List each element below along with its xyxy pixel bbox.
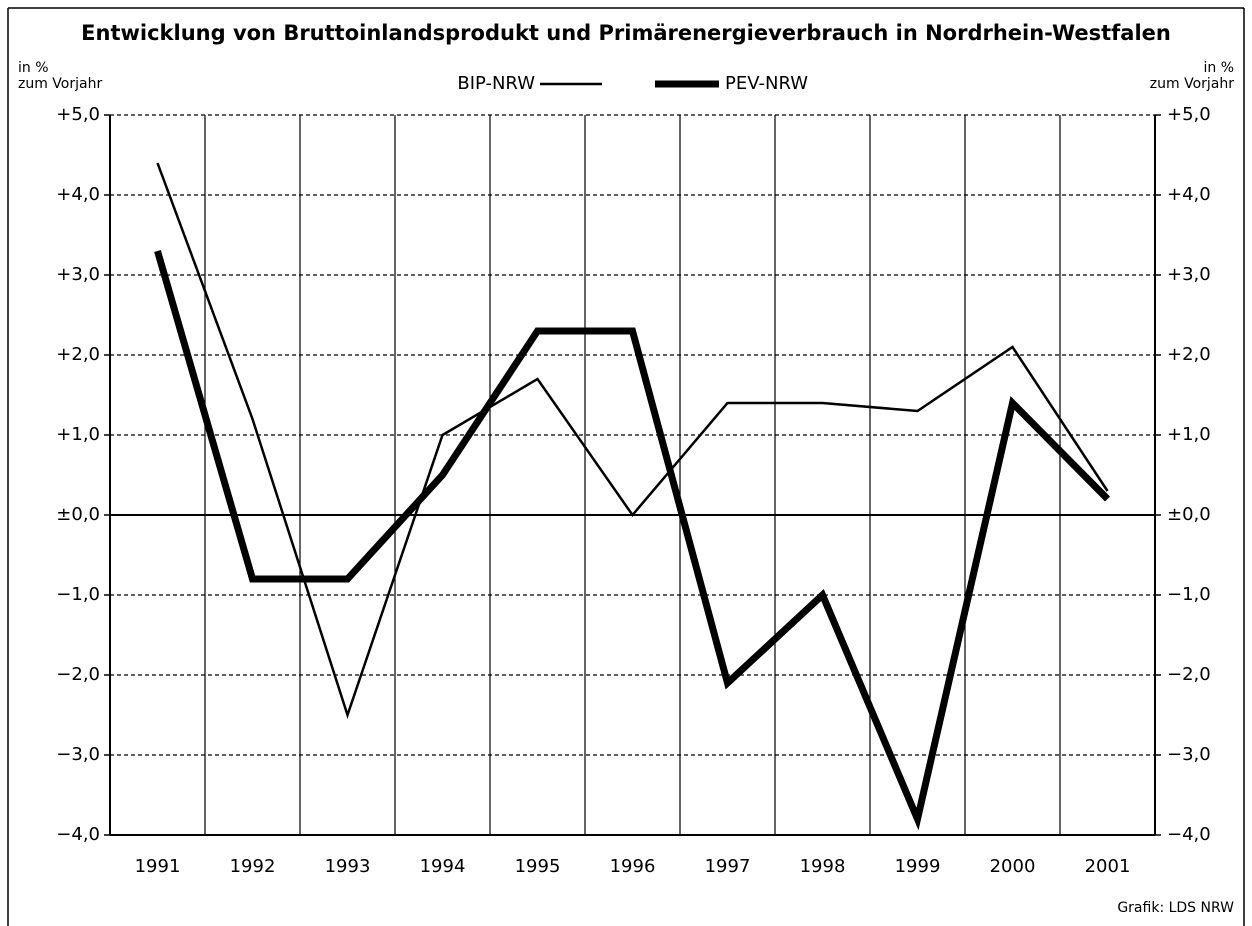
- x-tick-label: 2000: [990, 856, 1036, 877]
- y2-axis-label: in %: [1203, 60, 1234, 76]
- y2-tick-label: +3,0: [1167, 264, 1211, 285]
- y-tick-label: +2,0: [56, 344, 100, 365]
- y2-tick-label: −3,0: [1167, 744, 1211, 765]
- y2-tick-label: −2,0: [1167, 664, 1211, 685]
- x-tick-label: 1997: [705, 856, 751, 877]
- x-tick-label: 1991: [135, 856, 181, 877]
- x-tick-label: 1993: [325, 856, 371, 877]
- y-tick-label: +1,0: [56, 424, 100, 445]
- y2-tick-label: +1,0: [1167, 424, 1211, 445]
- series-line: [156, 162, 1109, 719]
- y2-tick-label: +2,0: [1167, 344, 1211, 365]
- y-tick-label: −1,0: [56, 584, 100, 605]
- x-tick-label: 2001: [1085, 856, 1131, 877]
- y2-tick-label: ±0,0: [1167, 504, 1211, 525]
- chart-title: Entwicklung von Bruttoinlandsprodukt und…: [81, 21, 1171, 45]
- y2-tick-label: +5,0: [1167, 104, 1211, 125]
- y-tick-label: −4,0: [56, 824, 100, 845]
- y-tick-label: −2,0: [56, 664, 100, 685]
- y-tick-label: ±0,0: [56, 504, 100, 525]
- y-axis-label: zum Vorjahr: [18, 76, 102, 92]
- x-tick-label: 1998: [800, 856, 846, 877]
- y2-tick-label: +4,0: [1167, 184, 1211, 205]
- x-tick-label: 1999: [895, 856, 941, 877]
- x-tick-label: 1992: [230, 856, 276, 877]
- legend-label: PEV-NRW: [725, 73, 808, 94]
- y2-tick-label: −4,0: [1167, 824, 1211, 845]
- y-tick-label: +5,0: [56, 104, 100, 125]
- y-tick-label: +3,0: [56, 264, 100, 285]
- y-axis-label: in %: [18, 60, 49, 76]
- source: Grafik: LDS NRW: [1117, 900, 1234, 916]
- x-tick-label: 1995: [515, 856, 561, 877]
- series-line: [154, 250, 1110, 831]
- y2-axis-label: zum Vorjahr: [1150, 76, 1234, 92]
- y-tick-label: +4,0: [56, 184, 100, 205]
- legend-label: BIP-NRW: [457, 73, 535, 94]
- x-tick-label: 1996: [610, 856, 656, 877]
- x-tick-label: 1994: [420, 856, 466, 877]
- y-tick-label: −3,0: [56, 744, 100, 765]
- y2-tick-label: −1,0: [1167, 584, 1211, 605]
